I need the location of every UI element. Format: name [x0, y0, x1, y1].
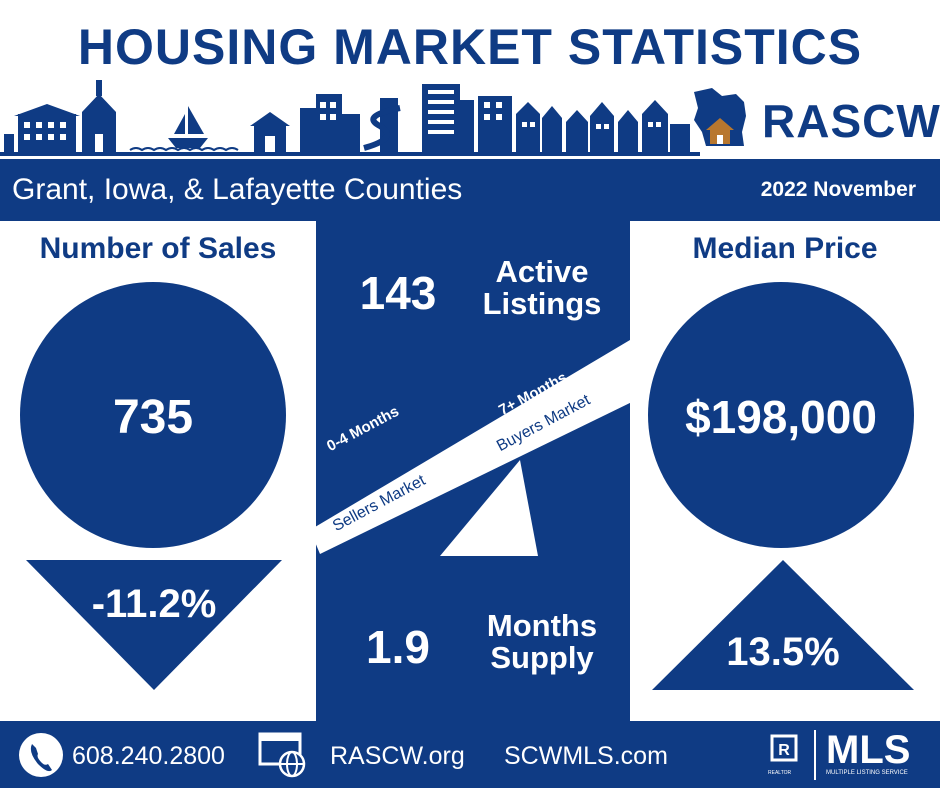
sales-change: -11.2% — [91, 582, 217, 626]
realtor-label: REALTOR — [768, 770, 792, 776]
footer-divider — [814, 730, 816, 780]
supply-label-line2: Supply — [490, 640, 594, 675]
median-value: $198,000 — [685, 391, 877, 443]
sales-value: 735 — [112, 391, 194, 444]
sales-circle — [20, 282, 286, 548]
period-label: 2022 November — [760, 178, 916, 201]
wisconsin-house-logo-icon — [694, 88, 746, 146]
median-change: 13.5% — [726, 630, 840, 674]
phone-icon — [19, 733, 63, 777]
supply-label-line1: Months — [486, 608, 598, 643]
city-skyline-illustration — [0, 80, 700, 156]
mls-subtitle: MULTIPLE LISTING SERVICE — [826, 770, 908, 776]
listings-label: Active Listings — [470, 256, 614, 320]
listings-label-line2: Listings — [482, 286, 602, 321]
listings-value: 143 — [359, 267, 437, 319]
region-label: Grant, Iowa, & Lafayette Counties — [12, 173, 463, 206]
listings-label-line1: Active — [495, 254, 589, 289]
median-heading: Median Price — [692, 232, 878, 265]
footer-bar — [0, 721, 940, 788]
down-triangle-icon — [26, 560, 282, 690]
header-bar — [0, 159, 940, 221]
median-circle — [648, 282, 914, 548]
footer-site2[interactable]: SCWMLS.com — [504, 742, 668, 770]
footer-phone[interactable]: 608.240.2800 — [72, 742, 225, 770]
realtor-logo-icon: R — [770, 734, 798, 762]
mls-logo: MLS — [826, 728, 911, 772]
up-triangle-icon — [652, 560, 914, 690]
page-title: HOUSING MARKET STATISTICS — [77, 19, 863, 75]
svg-text:R: R — [778, 742, 790, 759]
rascw-logo: RASCW — [762, 95, 940, 147]
web-globe-icon — [258, 732, 306, 778]
supply-value: 1.9 — [366, 621, 430, 673]
seesaw-graphic — [310, 340, 640, 556]
sales-heading: Number of Sales — [39, 232, 277, 265]
footer-site1[interactable]: RASCW.org — [330, 742, 465, 770]
supply-label: Months Supply — [470, 610, 614, 674]
